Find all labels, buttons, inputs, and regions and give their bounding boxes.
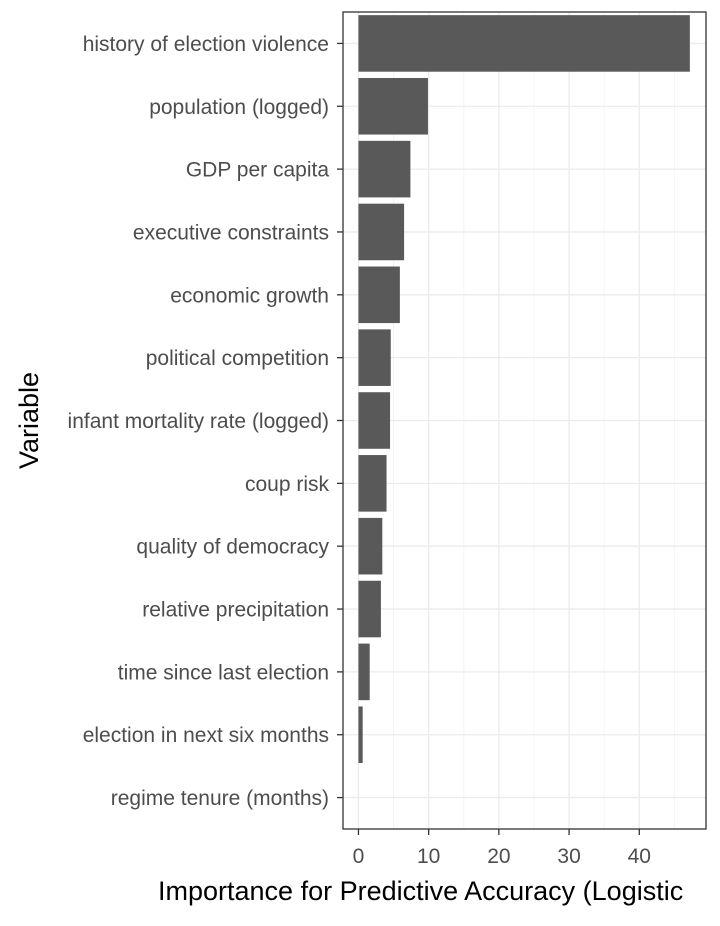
bar — [358, 140, 411, 198]
y-tick-label: GDP per capita — [186, 159, 330, 182]
y-axis-title: Variable — [14, 372, 44, 469]
y-tick-label: election in next six months — [83, 724, 329, 747]
bar — [358, 203, 405, 261]
x-tick-label: 40 — [628, 845, 651, 868]
bar — [358, 455, 387, 512]
bar — [358, 706, 363, 764]
y-tick-label: infant mortality rate (logged) — [68, 410, 329, 433]
bar — [358, 580, 381, 638]
x-axis-title: Importance for Predictive Accuracy (Logi… — [158, 876, 683, 906]
y-tick-label: quality of democracy — [136, 536, 329, 559]
y-tick-label: regime tenure (months) — [111, 787, 329, 810]
bar — [358, 77, 428, 135]
x-tick-label: 30 — [557, 845, 580, 868]
y-tick-label: history of election violence — [83, 33, 329, 56]
bar — [358, 15, 690, 72]
bar — [358, 329, 391, 386]
y-tick-label: economic growth — [170, 284, 329, 307]
y-tick-label: coup risk — [245, 473, 330, 496]
bar-layer — [358, 15, 690, 764]
x-tick-label: 0 — [353, 845, 365, 868]
y-tick-label: executive constraints — [133, 221, 329, 244]
x-tick-label: 10 — [417, 845, 440, 868]
bar — [358, 392, 391, 449]
x-tick-label: 20 — [487, 845, 510, 868]
bar — [358, 517, 383, 575]
bar — [358, 643, 370, 701]
panel-border — [342, 11, 707, 830]
y-tick-label: relative precipitation — [142, 599, 329, 622]
y-tick-label: time since last election — [118, 661, 329, 684]
axis-layer: history of election violence population (… — [68, 33, 651, 868]
y-tick-label: population (logged) — [149, 96, 329, 119]
bar — [358, 266, 400, 324]
y-tick-label: political competition — [146, 347, 329, 370]
